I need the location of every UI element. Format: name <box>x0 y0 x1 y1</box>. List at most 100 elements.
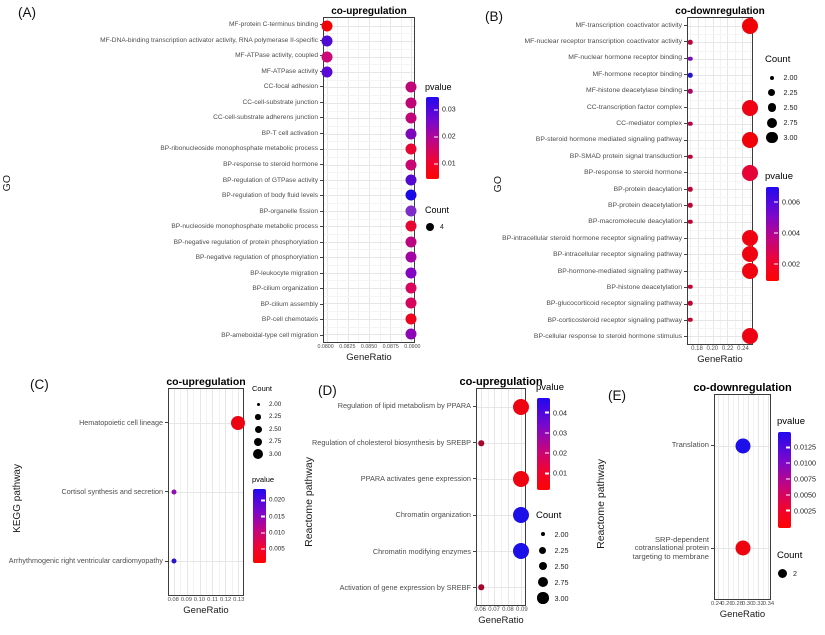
category-label: CC-focal adhesion <box>13 79 323 95</box>
category-label-text: MF-hormone receptor binding <box>592 70 682 78</box>
count-dot <box>768 89 776 96</box>
plot-area <box>476 388 529 606</box>
pvalue-tick: 0.03 <box>545 428 567 437</box>
count-dot <box>769 75 774 80</box>
pvalue-tick-mark <box>774 201 778 203</box>
count-label: 4 <box>440 223 444 231</box>
category-tick-mark <box>473 405 476 407</box>
category-tick-mark <box>684 73 687 75</box>
pvalue-tick: 0.04 <box>545 408 567 417</box>
category-tick-mark <box>684 41 687 43</box>
category-label-text: BP-steroid hormone mediated signaling pa… <box>535 136 682 144</box>
pvalue-tick-label: 0.04 <box>553 408 567 418</box>
gridline-row <box>324 210 414 212</box>
category-tick-mark <box>320 257 323 259</box>
category-tick-mark <box>473 441 476 443</box>
pvalue-tick-label: 0.01 <box>442 160 456 168</box>
count-label: 2.25 <box>783 88 798 97</box>
category-label: BP-ameboidal-type cell migration <box>13 328 323 344</box>
gridline-row-minor <box>324 326 414 328</box>
category-tick-mark <box>320 195 323 197</box>
pvalue-tick-mark <box>261 499 265 502</box>
category-label-text: BP-hormone-mediated signaling pathway <box>557 267 682 275</box>
category-label: BP-hormone-mediated signaling pathway <box>504 263 687 279</box>
category-label-text: BP-regulation of body fluid levels <box>221 192 318 200</box>
category-label-text: CC-focal adhesion <box>263 83 318 91</box>
data-point <box>321 66 333 78</box>
category-label: MF-DNA-binding transcription activator a… <box>13 33 323 49</box>
count-dot <box>255 414 261 420</box>
x-axis-title: GeneRatio <box>476 615 526 630</box>
data-point <box>405 220 417 232</box>
pvalue-tick: 0.02 <box>545 449 567 458</box>
pvalue-tick: 0.020 <box>261 497 285 504</box>
plot-column: co-upregulation 0.0800 0.0825 0.0850 0.0875 0… <box>317 0 420 366</box>
gridline-row <box>477 587 525 588</box>
category-label: BP-intracellular receptor signaling path… <box>504 247 687 263</box>
chart-title: co-upregulation <box>166 374 246 388</box>
category-label-text: BP-negative regulation of protein phosph… <box>173 238 318 246</box>
plot-area <box>168 388 245 596</box>
x-tick-label: 0.34 <box>762 601 775 607</box>
pvalue-gradient: 0.03 0.02 0.01 <box>426 97 456 179</box>
count-label: 2 <box>793 569 797 578</box>
count-label: 2.00 <box>554 529 569 539</box>
y-axis-title: GO <box>0 0 13 366</box>
pvalue-legend: pvalue 0.006 0.004 0.002 <box>765 171 800 281</box>
category-tick-mark <box>320 86 323 88</box>
plot-column: co-upregulation 0.08 0.09 0.10 0.11 0.12 0.13 G… <box>166 372 246 620</box>
x-tick-label: 0.22 <box>721 346 734 352</box>
category-tick-mark <box>684 303 687 305</box>
category-tick-mark <box>473 478 476 480</box>
x-tick-label: 0.10 <box>193 597 206 603</box>
category-label-text: BP-histone deacetylation <box>606 284 682 292</box>
category-label: MF-histone deacetylase binding <box>504 83 687 99</box>
category-label: BP-negative regulation of phosphorylatio… <box>13 250 323 266</box>
y-axis-title-text: GO <box>492 175 504 193</box>
category-label-text: BP-glucocorticoid receptor signaling pat… <box>546 300 682 308</box>
category-label-text: Translation <box>671 440 709 450</box>
category-label: BP-cellular response to steroid hormone … <box>504 329 687 345</box>
chart-title-text: co-upregulation <box>166 376 246 388</box>
category-label-text: BP-leukocyte migration <box>250 269 318 277</box>
gridline-major <box>521 389 522 605</box>
gridline-row-minor <box>324 95 414 97</box>
count-dot-box <box>425 223 435 231</box>
panel-label: (E) <box>608 388 626 403</box>
gridline-row-minor <box>324 48 414 50</box>
pvalue-gradient: 0.006 0.004 0.002 <box>766 187 800 281</box>
pvalue-tick-label: 0.0125 <box>794 442 816 452</box>
x-tick-label: 0.06 <box>474 607 486 613</box>
plot-column: co-upregulation 0.06 0.07 0.08 0.09 GeneRatio <box>459 372 542 630</box>
data-point <box>405 143 417 155</box>
data-point <box>513 471 529 487</box>
plot-area <box>321 17 417 343</box>
legend: Count 2.00 2.25 2.50 2.75 3.00 pvalue 0.006 0.00… <box>753 0 825 368</box>
gridline-row <box>477 551 525 552</box>
category-label: PPARA activates gene expression <box>316 461 476 497</box>
data-point <box>741 246 758 263</box>
count-dot <box>540 532 545 536</box>
count-legend: Count 2.00 2.25 2.50 2.75 3.00 <box>536 510 569 606</box>
category-label-text: Regulation of lipid metabolism by PPARA <box>337 401 471 411</box>
panel-D: (D) Reactome pathway Regulation of lipid m… <box>302 372 592 632</box>
count-legend-entry: 2.00 <box>252 398 281 411</box>
x-tick-label: 0.28 <box>731 601 743 607</box>
category-tick-mark <box>684 123 687 125</box>
pvalue-tick-label: 0.005 <box>269 545 285 553</box>
pvalue-gradient-bar <box>766 187 779 281</box>
pvalue-tick: 0.010 <box>261 529 285 536</box>
count-legend-entry: 2.25 <box>252 411 281 424</box>
category-axis: Hematopoietic cell lineage Cortisol synth… <box>9 388 168 596</box>
count-dot-box <box>765 103 779 112</box>
gridline-major <box>727 395 729 599</box>
gridline-major <box>494 389 496 605</box>
data-point <box>687 40 693 45</box>
pvalue-tick-mark <box>774 232 778 234</box>
count-dot-box <box>252 425 264 433</box>
gridline-row-minor <box>688 181 752 182</box>
category-label-text: BP-ribonucleoside monophosphate metaboli… <box>160 145 318 153</box>
gridline-row-minor <box>324 64 414 66</box>
gridline-row-minor <box>324 264 414 266</box>
category-label-text: Chromatin organization <box>395 510 471 520</box>
